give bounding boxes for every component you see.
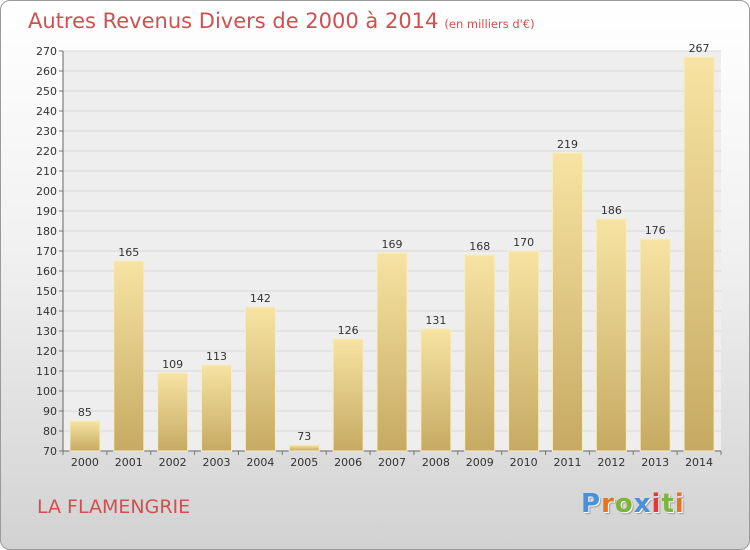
y-tick-label: 170 <box>36 245 57 258</box>
bar-value-label: 176 <box>645 224 666 237</box>
chart-unit: (en milliers d'€) <box>444 17 535 31</box>
logo-letter: r <box>601 489 615 519</box>
y-tick-label: 80 <box>43 425 57 438</box>
bar <box>244 306 276 452</box>
bar <box>376 252 408 452</box>
x-tick-label: 2002 <box>159 456 187 469</box>
bar <box>639 238 671 452</box>
x-tick-label: 2014 <box>685 456 713 469</box>
x-tick-label: 2011 <box>553 456 581 469</box>
logo-letter: i <box>674 489 685 519</box>
bar-value-label: 126 <box>338 324 359 337</box>
bar <box>201 364 233 452</box>
bar-value-label: 131 <box>425 314 446 327</box>
bar <box>508 250 540 452</box>
y-tick-label: 270 <box>36 45 57 58</box>
logo-letter: o <box>614 489 634 519</box>
bar <box>288 444 320 452</box>
bar-value-label: 165 <box>118 246 139 259</box>
bar <box>683 56 715 452</box>
logo-letter: t <box>661 489 675 519</box>
y-tick-label: 140 <box>36 305 57 318</box>
y-tick-label: 160 <box>36 265 57 278</box>
bar-value-label: 73 <box>297 430 311 443</box>
y-tick-label: 100 <box>36 385 57 398</box>
bar-value-label: 186 <box>601 204 622 217</box>
logo-letter: P <box>581 489 602 519</box>
y-tick-label: 130 <box>36 325 57 338</box>
y-tick-label: 150 <box>36 285 57 298</box>
bar <box>420 328 452 452</box>
bar <box>551 152 583 452</box>
y-tick-label: 190 <box>36 205 57 218</box>
x-tick-label: 2004 <box>246 456 274 469</box>
bar <box>595 218 627 452</box>
y-tick-label: 260 <box>36 65 57 78</box>
y-tick-label: 110 <box>36 365 57 378</box>
x-tick-label: 2012 <box>597 456 625 469</box>
bar-value-label: 109 <box>162 358 183 371</box>
x-tick-label: 2013 <box>641 456 669 469</box>
bar-value-label: 168 <box>469 240 490 253</box>
x-tick-label: 2000 <box>71 456 99 469</box>
y-tick-label: 200 <box>36 185 57 198</box>
bar <box>157 372 189 452</box>
location-label: LA FLAMENGRIE <box>37 496 191 518</box>
y-tick-label: 180 <box>36 225 57 238</box>
bar-value-label: 169 <box>382 238 403 251</box>
x-tick-label: 2009 <box>466 456 494 469</box>
y-tick-label: 230 <box>36 125 57 138</box>
bar-value-label: 113 <box>206 350 227 363</box>
bar-value-label: 267 <box>689 42 710 55</box>
bar <box>113 260 145 452</box>
x-tick-label: 2008 <box>422 456 450 469</box>
bar-value-label: 219 <box>557 138 578 151</box>
logo-letter: x <box>633 489 652 519</box>
bar <box>69 420 101 452</box>
x-tick-label: 2003 <box>203 456 231 469</box>
y-tick-label: 220 <box>36 145 57 158</box>
logo-letter: i <box>651 489 662 519</box>
x-tick-label: 2006 <box>334 456 362 469</box>
x-tick-label: 2007 <box>378 456 406 469</box>
chart-title: Autres Revenus Divers de 2000 à 2014 <box>28 9 439 33</box>
bar-value-label: 85 <box>78 406 92 419</box>
x-tick-label: 2005 <box>290 456 318 469</box>
x-tick-label: 2001 <box>115 456 143 469</box>
chart-title-area: Autres Revenus Divers de 2000 à 2014 (en … <box>28 9 535 33</box>
y-tick-label: 90 <box>43 405 57 418</box>
bar <box>332 338 364 452</box>
bar-value-label: 142 <box>250 292 271 305</box>
y-tick-label: 70 <box>43 445 57 458</box>
proxiti-logo: Proxiti <box>581 489 685 519</box>
x-tick-label: 2010 <box>510 456 538 469</box>
bar <box>464 254 496 452</box>
y-tick-label: 210 <box>36 165 57 178</box>
y-tick-label: 120 <box>36 345 57 358</box>
y-tick-label: 250 <box>36 85 57 98</box>
bar-value-label: 170 <box>513 236 534 249</box>
y-tick-label: 240 <box>36 105 57 118</box>
